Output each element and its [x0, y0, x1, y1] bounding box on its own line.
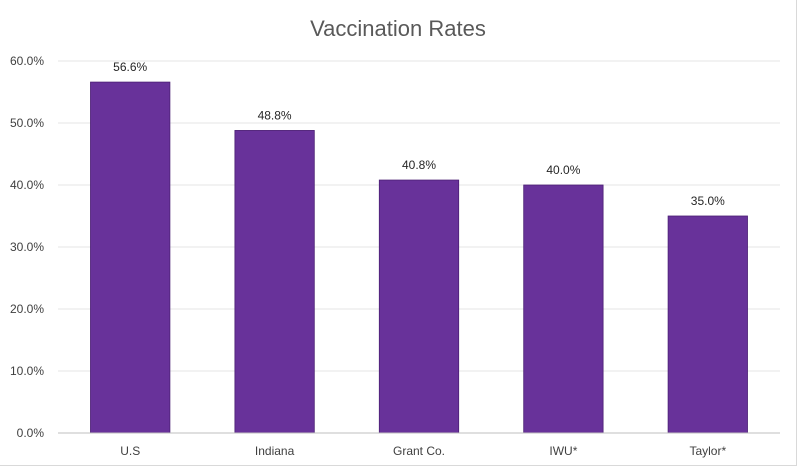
bar	[523, 184, 604, 434]
y-axis-ticks: 0.0% 10.0% 20.0% 30.0% 40.0% 50.0% 60.0%	[10, 54, 44, 440]
y-tick-label: 50.0%	[10, 116, 44, 130]
data-label: 40.0%	[546, 163, 580, 177]
y-tick-label: 40.0%	[10, 178, 44, 192]
x-tick-label: Taylor*	[689, 444, 726, 458]
x-axis-ticks: U.S Indiana Grant Co. IWU* Taylor*	[120, 444, 726, 458]
chart-title: Vaccination Rates	[310, 16, 486, 41]
bars	[90, 81, 748, 434]
y-tick-label: 10.0%	[10, 364, 44, 378]
x-tick-label: Grant Co.	[393, 444, 445, 458]
x-tick-label: IWU*	[549, 444, 577, 458]
bar	[234, 130, 315, 434]
bar	[90, 81, 171, 434]
x-tick-label: U.S	[120, 444, 140, 458]
data-label: 40.8%	[402, 158, 436, 172]
data-labels: 56.6% 48.8% 40.8% 40.0% 35.0%	[113, 60, 725, 208]
y-tick-label: 20.0%	[10, 302, 44, 316]
x-tick-label: Indiana	[255, 444, 295, 458]
y-tick-label: 60.0%	[10, 54, 44, 68]
data-label: 48.8%	[258, 108, 292, 122]
y-tick-label: 0.0%	[17, 426, 45, 440]
bar	[667, 215, 748, 434]
bar	[378, 179, 460, 434]
data-label: 56.6%	[113, 60, 147, 74]
y-tick-label: 30.0%	[10, 240, 44, 254]
data-label: 35.0%	[691, 194, 725, 208]
